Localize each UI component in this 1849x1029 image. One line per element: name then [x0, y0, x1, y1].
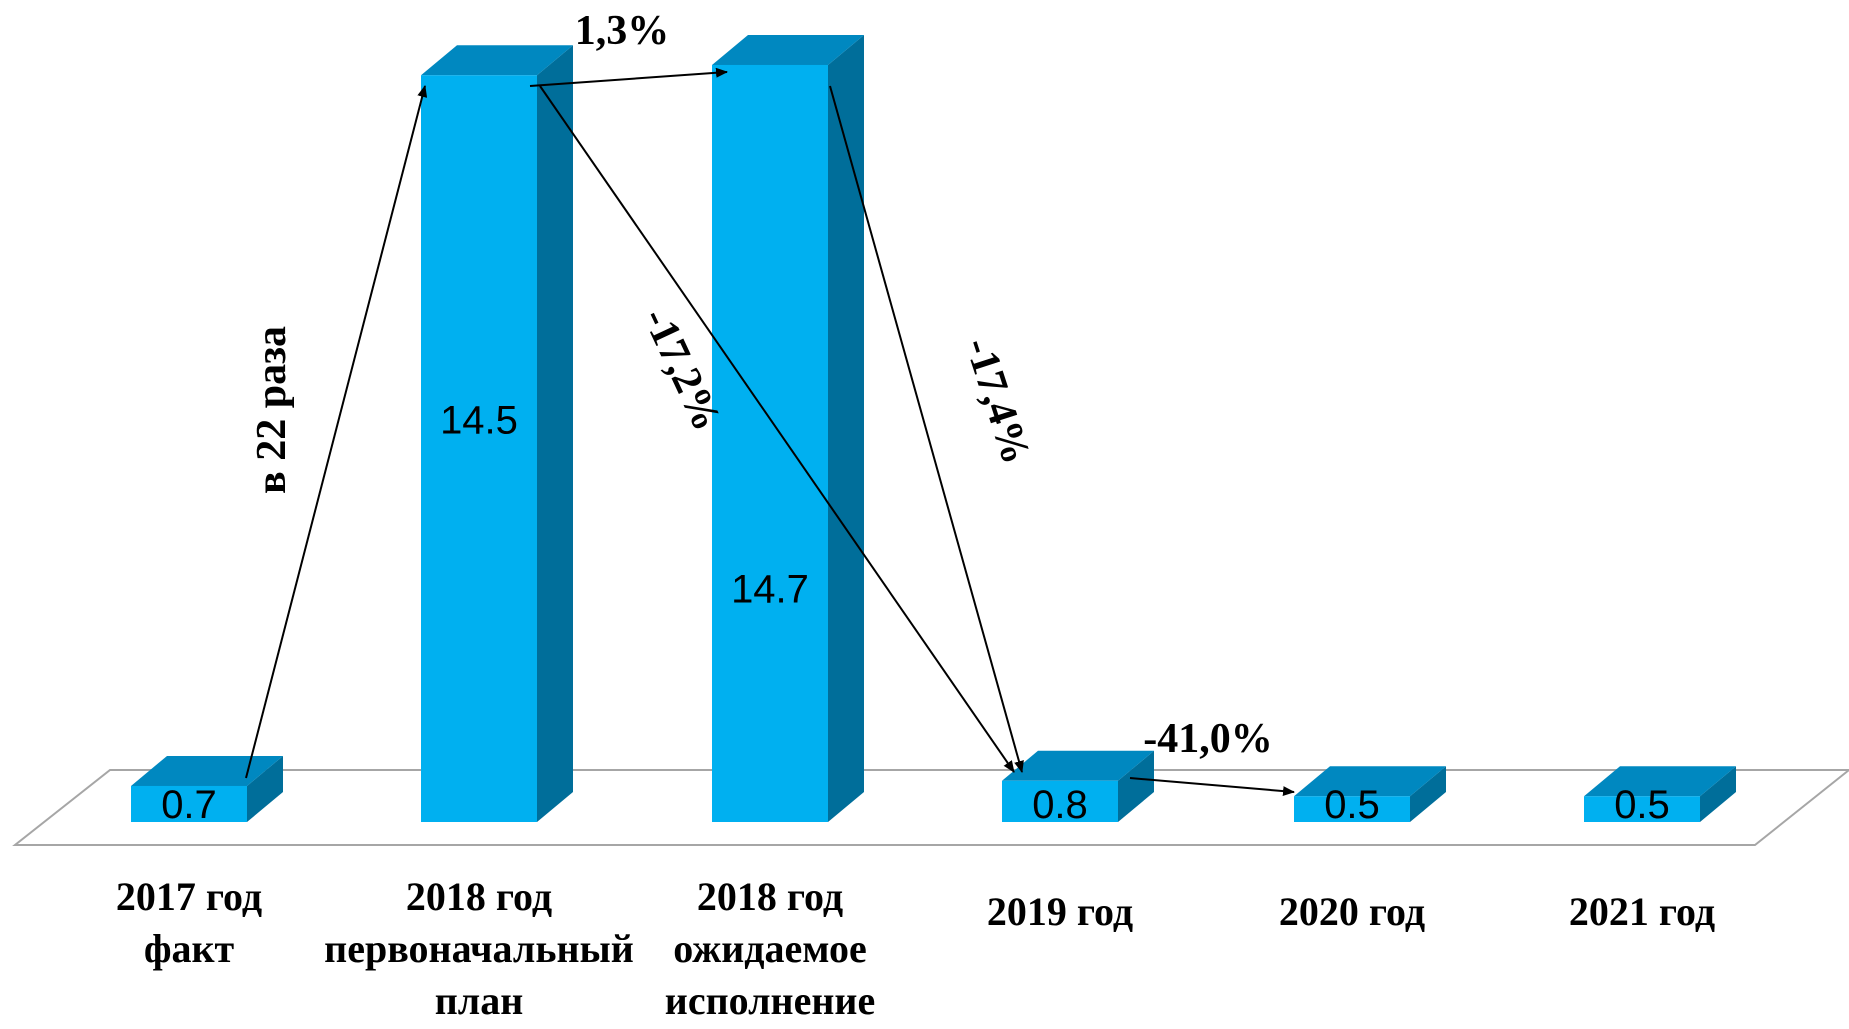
- category-label: 2018 год ожидаемое исполнение: [665, 874, 875, 1023]
- change-arrow: [829, 85, 1024, 773]
- chart-floor: [12, 769, 1849, 846]
- bar-front: [1294, 796, 1410, 822]
- bar-front: [1584, 796, 1700, 822]
- value-label: 0.5: [1324, 783, 1380, 827]
- category-label: 2021 год: [1569, 889, 1715, 934]
- bar-side: [1700, 766, 1736, 822]
- value-label: 14.7: [731, 567, 809, 611]
- bar-top: [1002, 750, 1154, 781]
- bar-1: [421, 45, 573, 822]
- bar-3: [1002, 750, 1154, 822]
- bar-front: [1002, 780, 1118, 822]
- category-label: 2019 год: [987, 889, 1133, 934]
- change-arrow: [529, 67, 728, 87]
- bar-side: [537, 45, 573, 822]
- bar-5: [1584, 766, 1736, 822]
- category-label: 2020 год: [1279, 889, 1425, 934]
- bar-side: [1118, 750, 1154, 822]
- bar-side: [828, 34, 864, 822]
- bar-front: [421, 75, 537, 822]
- change-annotation: -17,4%: [955, 332, 1039, 469]
- change-annotation: 1,3%: [575, 8, 670, 54]
- change-arrow: [245, 85, 428, 779]
- bar-front: [131, 785, 247, 822]
- change-arrow: [1129, 777, 1295, 797]
- bar-top: [421, 45, 573, 76]
- bar-top: [1294, 766, 1446, 797]
- category-label: 2017 год факт: [116, 874, 262, 971]
- value-label: 0.5: [1614, 783, 1670, 827]
- value-label: 14.5: [440, 399, 518, 443]
- bar-top: [1584, 766, 1736, 797]
- bar-0: [131, 755, 283, 822]
- category-label: 2018 год первоначальный план: [324, 874, 634, 1023]
- bar-2: [712, 34, 864, 822]
- change-annotation: в 22 раза: [249, 326, 295, 494]
- bar-side: [247, 755, 283, 822]
- change-arrow: [539, 85, 1015, 773]
- bar-top: [131, 755, 283, 786]
- bar-top: [712, 34, 864, 65]
- bar-side: [1410, 766, 1446, 822]
- bar-front: [712, 64, 828, 822]
- value-label: 0.8: [1032, 783, 1088, 827]
- change-annotation: -41,0%: [1143, 716, 1273, 762]
- bar-4: [1294, 766, 1446, 822]
- value-label: 0.7: [161, 783, 217, 827]
